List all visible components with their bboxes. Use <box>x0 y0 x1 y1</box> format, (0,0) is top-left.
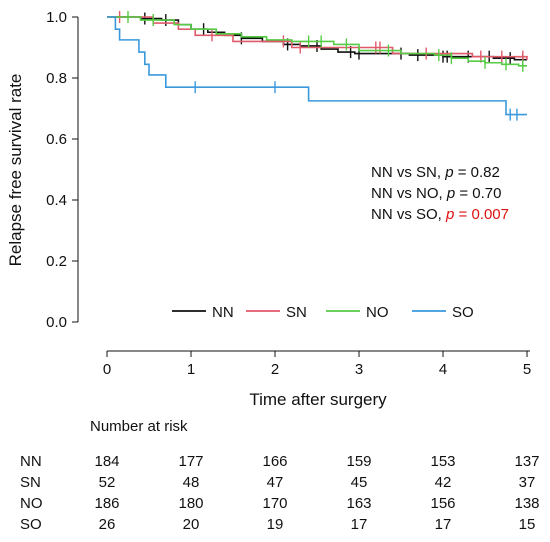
x-tick-label: 1 <box>187 361 195 378</box>
y-axis-title: Relapse free survival rate <box>6 74 25 267</box>
risk-table-title: Number at risk <box>90 418 188 435</box>
x-tick-label: 2 <box>271 361 279 378</box>
p-value-annotation: NN vs SN, p = 0.82 <box>371 164 500 181</box>
risk-cell: 170 <box>262 495 287 512</box>
risk-cell: 52 <box>99 474 116 491</box>
x-tick-label: 0 <box>103 361 111 378</box>
x-ticks: 0 1 2 3 4 5 <box>103 351 531 378</box>
y-tick-label: 1.0 <box>46 9 67 26</box>
risk-row-label: NN <box>20 453 42 470</box>
legend: NN SN NO SO <box>172 304 474 321</box>
risk-cell: 47 <box>267 474 284 491</box>
risk-row-label: SO <box>20 516 42 533</box>
risk-cell: 186 <box>94 495 119 512</box>
risk-cell: 17 <box>435 516 452 533</box>
risk-cell: 137 <box>514 453 539 470</box>
x-tick-label: 4 <box>439 361 447 378</box>
curve-no <box>107 16 527 67</box>
legend-label-no: NO <box>366 304 389 321</box>
x-tick-label: 5 <box>523 361 531 378</box>
y-tick-label: 0.2 <box>46 253 67 270</box>
risk-cell: 17 <box>351 516 368 533</box>
legend-label-sn: SN <box>286 304 307 321</box>
risk-cell: 163 <box>346 495 371 512</box>
risk-row-label: SN <box>20 474 41 491</box>
risk-cell: 166 <box>262 453 287 470</box>
risk-cell: 37 <box>519 474 536 491</box>
y-ticks: 0.0 0.2 0.4 0.6 0.8 1.0 <box>46 9 78 331</box>
curve-sn <box>107 16 528 60</box>
x-tick-label: 3 <box>355 361 363 378</box>
risk-cell: 159 <box>346 453 371 470</box>
risk-cell: 48 <box>183 474 200 491</box>
p-value-annotation: NN vs NO, p = 0.70 <box>371 185 501 202</box>
risk-cell: 156 <box>430 495 455 512</box>
y-tick-label: 0.0 <box>46 314 67 331</box>
risk-cell: 180 <box>178 495 203 512</box>
risk-row-label: NO <box>20 495 43 512</box>
risk-cell: 184 <box>94 453 119 470</box>
legend-label-so: SO <box>452 304 474 321</box>
risk-cell: 20 <box>183 516 200 533</box>
risk-table: NN 184 177 166 159 153 137 SN 52 48 47 45 42 37 NO 186 1… <box>20 453 540 533</box>
legend-label-nn: NN <box>212 304 234 321</box>
risk-cell: 138 <box>514 495 539 512</box>
risk-cell: 177 <box>178 453 203 470</box>
curve-so <box>107 16 527 116</box>
y-tick-label: 0.6 <box>46 131 67 148</box>
p-value-annotations: NN vs SN, p = 0.82 NN vs NO, p = 0.70 NN v… <box>371 164 509 223</box>
plot-area <box>107 11 528 121</box>
risk-cell: 45 <box>351 474 368 491</box>
risk-cell: 15 <box>519 516 536 533</box>
y-tick-label: 0.8 <box>46 70 67 87</box>
risk-cell: 19 <box>267 516 284 533</box>
x-axis-title: Time after surgery <box>249 390 387 409</box>
y-tick-label: 0.4 <box>46 192 67 209</box>
risk-cell: 26 <box>99 516 116 533</box>
risk-cell: 42 <box>435 474 452 491</box>
risk-cell: 153 <box>430 453 455 470</box>
p-value-annotation: NN vs SO, p = 0.007 <box>371 206 509 223</box>
